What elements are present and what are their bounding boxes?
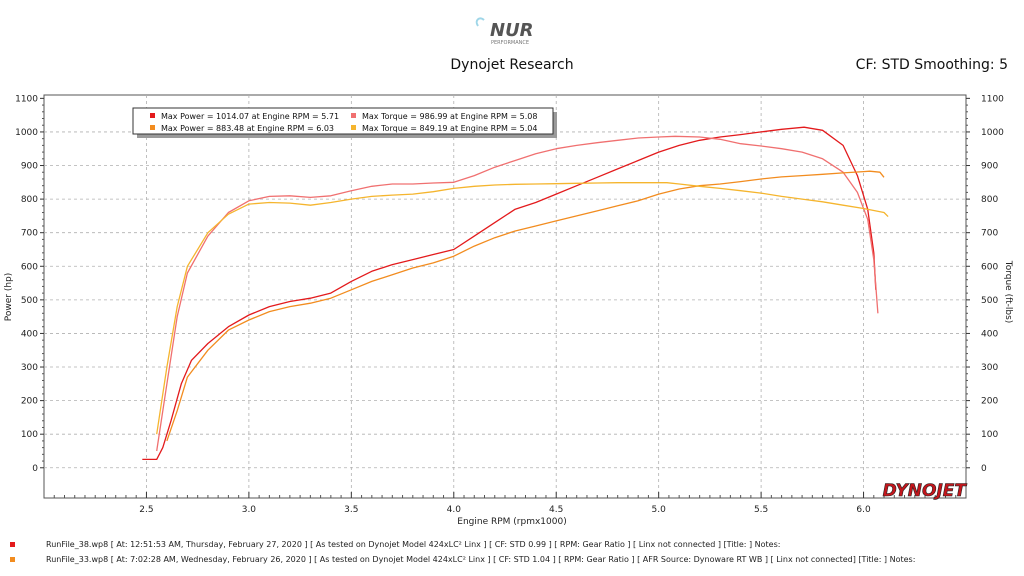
- y-tick-label: 1100: [15, 94, 38, 104]
- series-line-2: [156, 135, 879, 452]
- logo-text: NUR: [490, 20, 534, 41]
- x-tick-label: 6.0: [856, 505, 871, 515]
- series-line-3: [166, 170, 885, 442]
- y-axis-right-label: Torque (ft-lbs): [1003, 260, 1013, 324]
- legend-marker-run1-torque: [351, 113, 356, 118]
- grid: [44, 95, 966, 498]
- x-axis-label: Engine RPM (rpmx1000): [457, 517, 566, 527]
- x-tick-label: 3.5: [344, 505, 358, 515]
- cf-smoothing-label: CF: STD Smoothing: 5: [855, 57, 1008, 73]
- run-file-text: RunFile_33.wp8 [ At: 7:02:28 AM, Wednesd…: [46, 555, 916, 564]
- legend-marker-run2-torque: [351, 125, 356, 130]
- y-tick-label: 1000: [15, 128, 38, 138]
- y2-tick-label: 1100: [981, 94, 1004, 104]
- y-tick-label: 100: [21, 430, 38, 440]
- x-tick-label: 4.0: [447, 505, 462, 515]
- y2-tick-label: 400: [981, 329, 998, 339]
- x-axis: 2.5 3.0 3.5 4.0 4.5 5.0 5.5 6.0: [53, 492, 957, 515]
- y-tick-label: 700: [21, 229, 38, 239]
- y2-tick-label: 900: [981, 162, 998, 172]
- legend-entry: Max Torque = 849.19 at Engine RPM = 5.04: [362, 124, 537, 133]
- y-axis-left: 0 100 200 300 400 500 600 700 800 900 1000 1100: [15, 94, 44, 474]
- y-tick-label: 900: [21, 162, 38, 172]
- y-tick-label: 200: [21, 397, 38, 407]
- run-file-text: RunFile_38.wp8 [ At: 12:51:53 AM, Thursd…: [46, 540, 781, 549]
- logo-subtext: PERFORMANCE: [491, 40, 529, 46]
- legend-marker-run1-power: [150, 113, 155, 118]
- legend-entry: Max Power = 1014.07 at Engine RPM = 5.71: [161, 112, 339, 121]
- legend-entry: Max Torque = 986.99 at Engine RPM = 5.08: [362, 112, 537, 121]
- y-tick-label: 0: [32, 464, 38, 474]
- y2-tick-label: 700: [981, 229, 998, 239]
- x-tick-label: 2.5: [139, 505, 153, 515]
- y2-tick-label: 600: [981, 262, 998, 272]
- nur-performance-logo: NUR PERFORMANCE: [475, 17, 534, 46]
- y2-tick-label: 300: [981, 363, 998, 373]
- plot-area: [43, 94, 967, 499]
- y2-tick-label: 500: [981, 296, 998, 306]
- run2-color-marker: [10, 557, 15, 562]
- y-tick-label: 800: [21, 195, 38, 205]
- run-file-row: RunFile_33.wp8 [ At: 7:02:28 AM, Wednesd…: [0, 555, 1024, 567]
- x-tick-label: 5.0: [652, 505, 667, 515]
- y-axis-left-label: Power (hp): [4, 273, 14, 322]
- legend-marker-run2-power: [150, 125, 155, 130]
- y-tick-label: 600: [21, 262, 38, 272]
- y2-tick-label: 200: [981, 397, 998, 407]
- x-tick-label: 3.0: [242, 505, 257, 515]
- y2-tick-label: 800: [981, 195, 998, 205]
- y-tick-label: 400: [21, 329, 38, 339]
- x-tick-label: 5.5: [754, 505, 768, 515]
- chart-title: Dynojet Research: [450, 57, 574, 73]
- dynojet-watermark: DYNOJET: [883, 481, 968, 501]
- run1-color-marker: [10, 542, 15, 547]
- y2-tick-label: 1000: [981, 128, 1004, 138]
- series-lines: [142, 126, 889, 461]
- legend-entry: Max Power = 883.48 at Engine RPM = 6.03: [161, 124, 334, 133]
- y2-tick-label: 0: [981, 464, 987, 474]
- y-tick-label: 500: [21, 296, 38, 306]
- series-line-1: [142, 126, 877, 461]
- y-axis-right: 0 100 200 300 400 500 600 700 800 900 1000 1100: [966, 94, 1004, 474]
- run-file-row: RunFile_38.wp8 [ At: 12:51:53 AM, Thursd…: [0, 540, 1024, 552]
- x-tick-label: 4.5: [549, 505, 563, 515]
- y-tick-label: 300: [21, 363, 38, 373]
- y2-tick-label: 100: [981, 430, 998, 440]
- series-line-4: [156, 182, 889, 435]
- legend-box: Max Power = 1014.07 at Engine RPM = 5.71…: [132, 107, 557, 138]
